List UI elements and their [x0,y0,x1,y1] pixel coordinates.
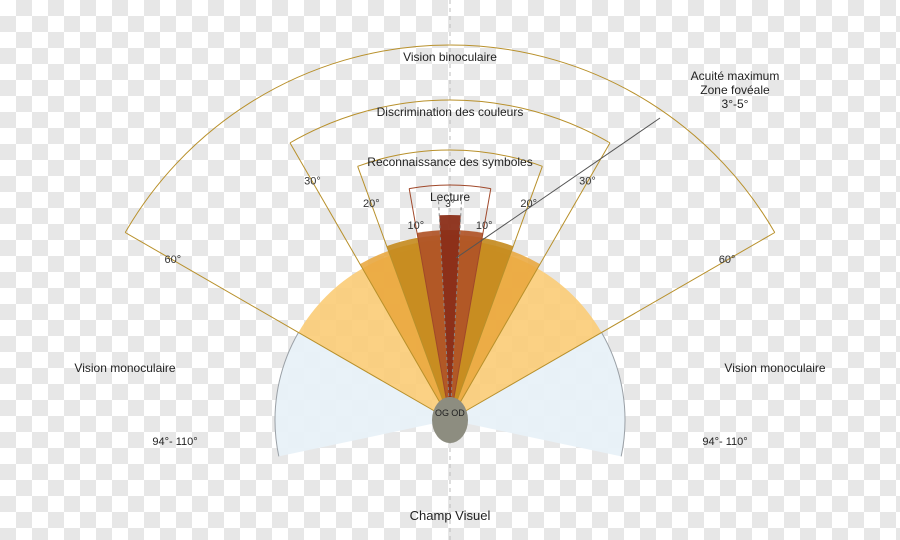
monocular-range-right: 94°- 110° [702,436,747,448]
arc-color-label: Discrimination des couleurs [377,105,524,119]
angle-tick-20-left: 20° [363,198,380,210]
callout-line-0: Acuité maximum [691,69,780,83]
angle-tick-30-left: 30° [304,176,321,188]
monocular-label-left: Vision monoculaire [74,361,175,375]
callout-line-1: Zone fovéale [700,83,770,97]
arc-symbols-label: Reconnaissance des symboles [367,155,532,169]
angle-tick-60-right: 60° [719,254,736,266]
head-ellipse [432,397,468,443]
diagram-title: Champ Visuel [410,508,491,523]
eye-right-label: OD [451,408,465,418]
callout-line-2: 3°-5° [722,97,749,111]
monocular-label-right: Vision monoculaire [724,361,825,375]
eye-left-label: OG [435,408,449,418]
foveal-mark-label: 3° [445,199,455,210]
visual-field-diagram: Vision binoculaire Discrimination des cou… [0,0,900,540]
angle-tick-10-left: 10° [407,220,424,232]
angle-tick-60-left: 60° [165,254,182,266]
angle-tick-10-right: 10° [476,220,493,232]
monocular-range-left: 94°- 110° [152,436,197,448]
arc-binocular-label: Vision binoculaire [403,50,497,64]
angle-tick-30-right: 30° [579,176,596,188]
